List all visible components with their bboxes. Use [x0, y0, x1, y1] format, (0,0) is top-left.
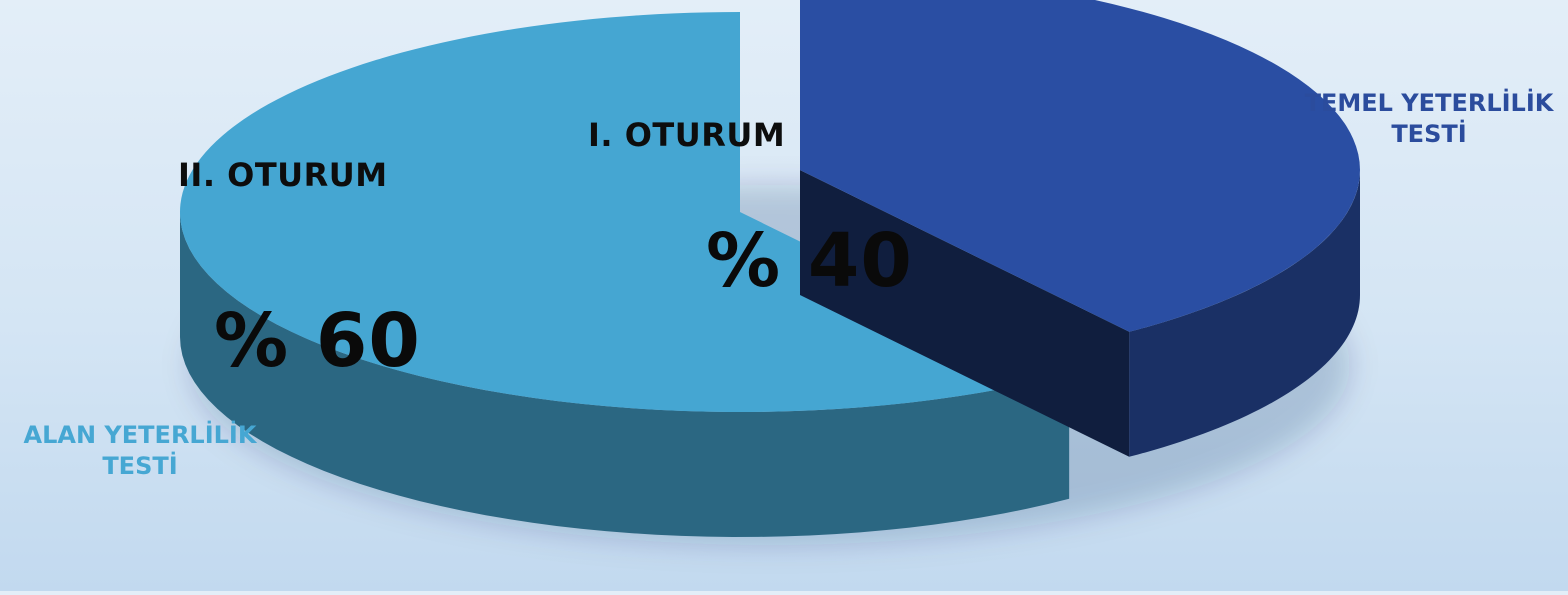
- pie-slice-1: [800, 0, 1360, 457]
- pie-slice-1-top: [800, 0, 1360, 332]
- pie-slice-1-side: [1129, 170, 1360, 457]
- session-label-2: II. OTURUM: [178, 156, 388, 194]
- value-label-1: % 40: [706, 218, 913, 304]
- pie-slice-2-side: [180, 212, 1070, 537]
- legend-entry-1: TEMEL YETERLİLİK TESTİ: [1304, 89, 1554, 149]
- pie-slice-1-cut-face: [800, 170, 1130, 457]
- value-label-2: % 60: [214, 298, 421, 384]
- legend-entry-2: ALAN YETERLİLİK TESTİ: [23, 421, 257, 481]
- session-label-1: I. OTURUM: [588, 116, 786, 154]
